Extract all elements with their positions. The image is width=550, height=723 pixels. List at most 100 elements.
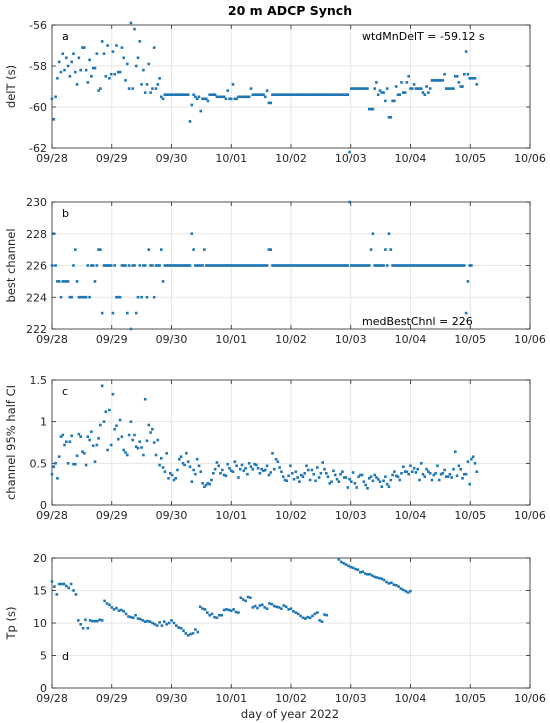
data-point (414, 87, 418, 90)
data-point (204, 264, 208, 267)
data-point (154, 87, 158, 90)
data-point (189, 632, 192, 636)
data-point (359, 87, 362, 90)
data-point (156, 264, 160, 267)
data-point (84, 618, 87, 622)
data-point (403, 91, 407, 94)
data-point (108, 603, 111, 607)
data-point (242, 264, 246, 267)
data-point (402, 588, 405, 592)
data-point (91, 619, 94, 623)
data-point (378, 480, 382, 483)
data-point (421, 472, 425, 476)
data-point (466, 460, 470, 463)
data-point (226, 264, 229, 267)
data-point (242, 95, 246, 99)
data-point (464, 50, 468, 53)
data-point (122, 448, 125, 452)
data-point (109, 264, 113, 267)
data-point (222, 264, 226, 267)
data-point (473, 77, 477, 80)
data-point (308, 478, 312, 482)
data-point (66, 64, 70, 68)
data-point (62, 582, 66, 586)
data-point (136, 56, 140, 60)
data-point (409, 87, 412, 90)
data-point (194, 472, 197, 476)
stat-annotation: wtdMnDelT = -59.12 s (362, 30, 485, 43)
data-point (131, 438, 134, 442)
data-point (210, 93, 213, 96)
data-point (158, 264, 161, 267)
data-point (289, 464, 292, 468)
data-point (359, 571, 362, 574)
data-point (423, 475, 427, 478)
figure-title: 20 m ADCP Synch (228, 3, 352, 18)
data-point (255, 93, 258, 96)
x-tick-label: 09/29 (96, 692, 128, 705)
data-point (258, 604, 262, 607)
data-series (50, 21, 479, 154)
data-point (167, 264, 170, 267)
data-point (102, 420, 106, 423)
data-point (183, 93, 186, 96)
data-point (411, 264, 414, 267)
data-point (56, 280, 59, 283)
data-point (276, 460, 280, 463)
data-point (411, 470, 414, 473)
data-point (97, 437, 100, 440)
panel-letter: c (62, 385, 68, 398)
data-point (380, 577, 384, 581)
data-point (249, 465, 253, 468)
data-point (366, 487, 369, 490)
data-point (316, 466, 319, 469)
data-point (420, 264, 423, 267)
data-point (247, 95, 251, 99)
data-point (95, 443, 99, 447)
data-point (443, 468, 446, 472)
data-point (111, 392, 115, 396)
data-point (203, 97, 206, 101)
data-point (375, 576, 379, 579)
y-tick-label: -58 (29, 60, 47, 73)
data-point (439, 264, 443, 267)
data-point (86, 435, 90, 438)
data-point (425, 467, 428, 471)
data-point (111, 311, 115, 315)
y-tick-label: 228 (26, 228, 47, 241)
data-point (337, 558, 341, 561)
data-point (470, 264, 473, 267)
data-point (463, 72, 466, 76)
data-point (339, 264, 342, 267)
x-tick-label: 10/05 (454, 509, 486, 522)
data-point (339, 560, 343, 564)
data-point (278, 93, 281, 96)
data-point (403, 264, 407, 267)
data-point (56, 77, 59, 80)
data-point (105, 602, 109, 605)
data-point (143, 397, 147, 401)
data-point (261, 603, 264, 607)
data-point (161, 466, 165, 469)
data-point (112, 608, 116, 611)
data-point (290, 264, 294, 267)
x-tick-label: 10/04 (395, 333, 427, 346)
data-point (81, 626, 85, 630)
data-point (305, 464, 308, 468)
data-point (70, 295, 73, 299)
data-point (204, 97, 208, 101)
y-tick-label: 230 (26, 196, 47, 209)
data-point (96, 619, 99, 623)
data-point (287, 608, 290, 611)
data-point (75, 280, 79, 283)
data-point (212, 93, 215, 96)
data-point (342, 561, 345, 565)
data-point (70, 60, 73, 64)
data-point (175, 624, 178, 627)
data-point (376, 93, 380, 96)
data-point (113, 427, 116, 431)
data-point (404, 589, 407, 593)
data-point (301, 475, 305, 478)
data-point (290, 93, 294, 96)
data-point (290, 472, 294, 475)
